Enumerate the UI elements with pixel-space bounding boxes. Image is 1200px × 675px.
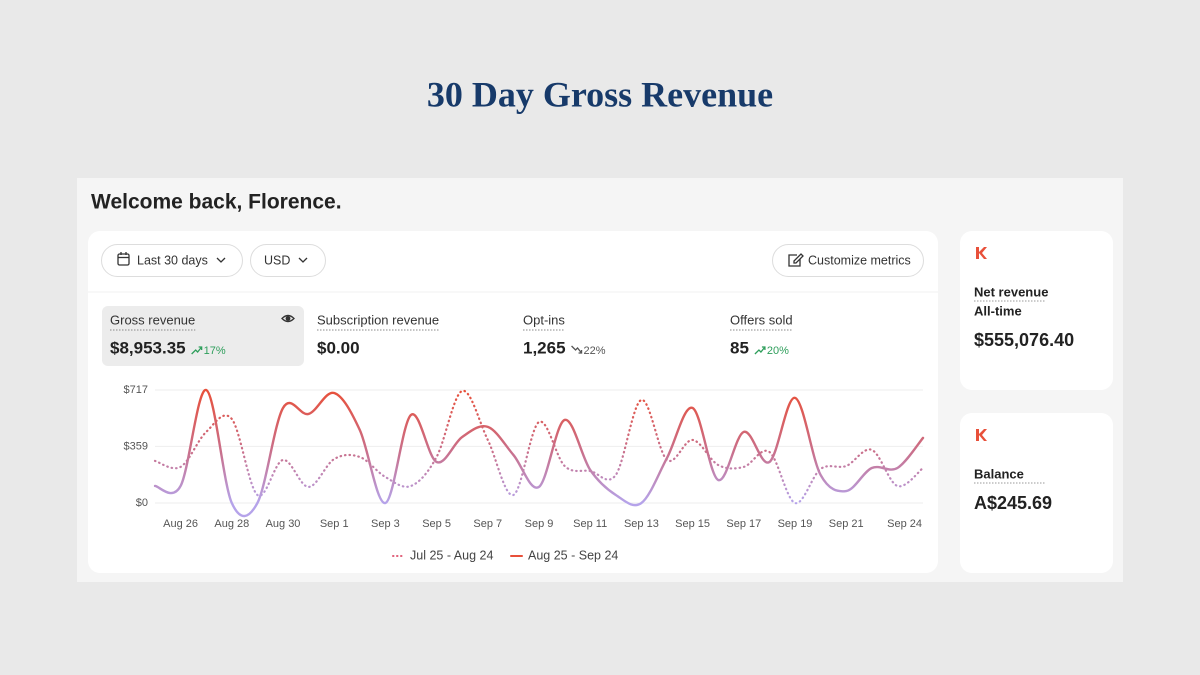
legend-label: Jul 25 - Aug 24 bbox=[410, 548, 493, 562]
trend-arrow-head bbox=[761, 346, 766, 350]
date-range-button[interactable] bbox=[101, 244, 243, 277]
card-sublabel: All-time bbox=[974, 303, 1022, 318]
series-line bbox=[153, 388, 925, 518]
selected-metric[interactable] bbox=[102, 306, 304, 366]
x-tick-label: Aug 30 bbox=[266, 518, 301, 530]
x-tick-label: Sep 17 bbox=[726, 518, 761, 530]
x-tick-label: Sep 5 bbox=[422, 518, 451, 530]
page-title: 30 Day Gross Revenue bbox=[427, 74, 773, 114]
customize-label[interactable]: Customize metrics bbox=[808, 253, 911, 267]
y-tick-label: $717 bbox=[124, 384, 148, 396]
metric-value: 1,265 bbox=[523, 338, 566, 357]
y-tick-label: $359 bbox=[124, 440, 148, 452]
currency-button[interactable] bbox=[250, 244, 326, 277]
metric-label: Subscription revenue bbox=[317, 312, 439, 327]
card-label: Balance bbox=[974, 466, 1024, 481]
x-tick-label: Sep 3 bbox=[371, 518, 400, 530]
x-tick-label: Sep 7 bbox=[473, 518, 502, 530]
edit-icon bbox=[788, 253, 804, 267]
x-tick-label: Sep 1 bbox=[320, 518, 349, 530]
x-tick-label: Sep 19 bbox=[778, 518, 813, 530]
chevron bbox=[216, 257, 226, 263]
metric-change: 17% bbox=[204, 345, 226, 357]
x-tick-label: Sep 24 bbox=[887, 518, 922, 530]
metric-label: Offers sold bbox=[730, 312, 793, 327]
greeting: Welcome back, Florence. bbox=[91, 191, 342, 214]
metric-label: Gross revenue bbox=[110, 312, 195, 327]
x-tick-label: Aug 26 bbox=[163, 518, 198, 530]
metric-value: $8,953.35 bbox=[110, 338, 186, 357]
x-tick-label: Sep 11 bbox=[573, 518, 607, 530]
side-card bbox=[960, 413, 1113, 573]
series-line bbox=[153, 389, 925, 505]
metric-label: Opt-ins bbox=[523, 312, 565, 327]
trend-arrow bbox=[571, 345, 583, 354]
calendar-icon bbox=[117, 252, 130, 266]
x-tick-label: Aug 28 bbox=[214, 518, 249, 530]
trend-arrow bbox=[754, 346, 766, 355]
eye-icon[interactable] bbox=[281, 314, 295, 323]
card-value: $555,076.40 bbox=[974, 330, 1074, 350]
trend-arrow bbox=[191, 346, 203, 355]
brand-logo bbox=[976, 429, 987, 441]
metric-value: $0.00 bbox=[317, 338, 360, 357]
side-card bbox=[960, 231, 1113, 390]
chevron bbox=[298, 257, 308, 263]
y-tick-label: $0 bbox=[136, 497, 148, 509]
x-tick-label: Sep 9 bbox=[525, 518, 554, 530]
metric-change: 22% bbox=[584, 345, 606, 357]
x-tick-label: Sep 21 bbox=[829, 518, 864, 530]
card-label: Net revenue bbox=[974, 284, 1048, 299]
metric-value: 85 bbox=[730, 338, 749, 357]
metric-change: 20% bbox=[767, 345, 789, 357]
trend-arrow-head bbox=[198, 346, 203, 350]
x-tick-label: Sep 13 bbox=[624, 518, 659, 530]
date-range-label[interactable]: Last 30 days bbox=[137, 253, 208, 267]
trend-arrow-head bbox=[578, 350, 583, 354]
currency-label[interactable]: USD bbox=[264, 253, 290, 267]
card-value: A$245.69 bbox=[974, 493, 1052, 513]
customize-button[interactable] bbox=[772, 244, 924, 277]
brand-logo bbox=[976, 247, 987, 259]
legend-label: Aug 25 - Sep 24 bbox=[528, 548, 618, 562]
x-tick-label: Sep 15 bbox=[675, 518, 710, 530]
